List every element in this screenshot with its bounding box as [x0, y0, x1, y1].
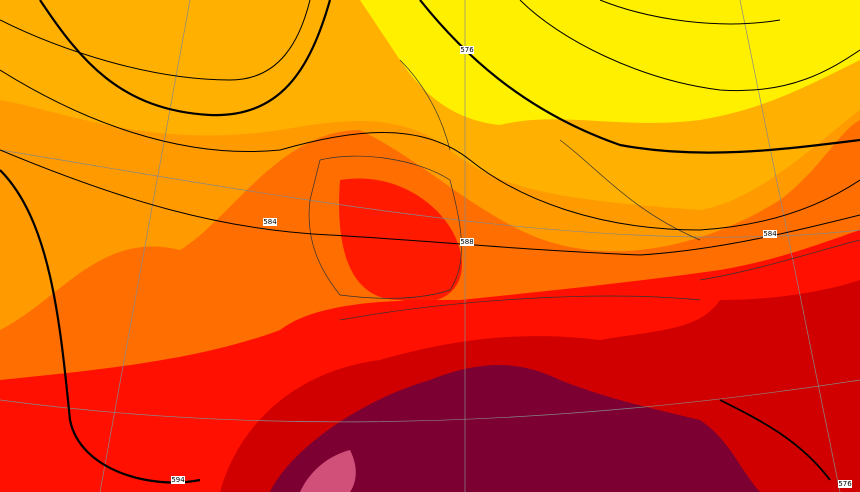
label-box	[263, 218, 277, 226]
field-pink	[300, 450, 356, 492]
label-box	[838, 480, 852, 488]
label-box	[171, 476, 185, 484]
label-box	[460, 46, 474, 54]
field-red-iberia	[339, 178, 462, 303]
contour-label: 594	[171, 476, 185, 484]
label-box	[763, 230, 777, 238]
contour-labels: 576 584 588 584 594 576	[171, 46, 852, 488]
contour-label: 584	[263, 218, 277, 226]
contour-label: 576	[460, 46, 474, 54]
contour-label: 576	[838, 480, 852, 488]
label-box	[460, 238, 474, 246]
field-maroon	[270, 365, 760, 492]
contour-label: 588	[460, 238, 473, 246]
contour-label: 584	[763, 230, 777, 238]
field-yellow	[360, 0, 860, 125]
coastlines	[308, 59, 860, 321]
